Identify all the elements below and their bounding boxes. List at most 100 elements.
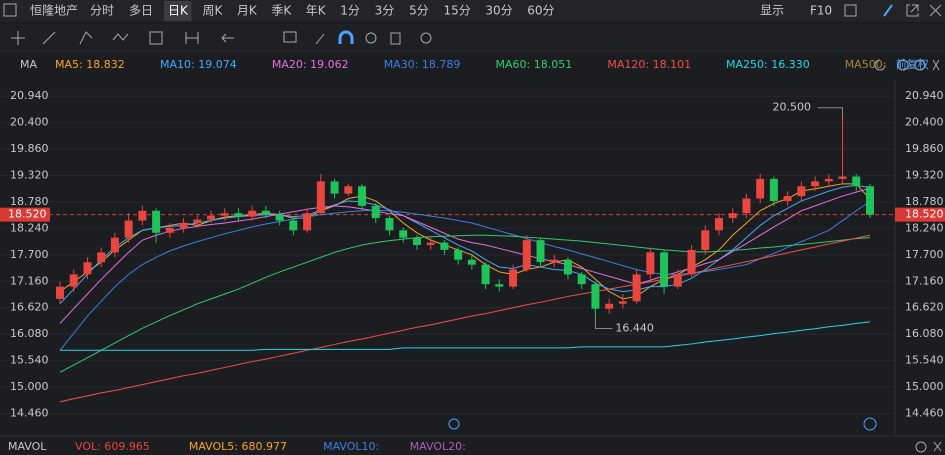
candle-body: [632, 274, 641, 302]
y-tick-label: 20.400: [905, 116, 944, 129]
tab[interactable]: 周K: [202, 4, 223, 18]
candle-body: [824, 178, 833, 182]
remove-icon[interactable]: [914, 59, 926, 71]
tab[interactable]: 60分: [527, 4, 554, 18]
candle-body: [714, 218, 723, 231]
candle-body: [165, 227, 174, 233]
annotation-leader: [594, 316, 613, 330]
candle-body: [550, 259, 559, 263]
tab[interactable]: 多日: [129, 4, 153, 18]
candle-body: [179, 222, 188, 228]
candle-body: [563, 259, 572, 275]
candle-body: [673, 274, 682, 287]
pen-icon[interactable]: [315, 33, 325, 45]
y-tick-label: 20.940: [10, 89, 49, 102]
toolbar-right[interactable]: 显示: [760, 4, 784, 18]
candle-body: [275, 214, 284, 221]
add-icon[interactable]: [915, 441, 927, 453]
candle-body: [97, 252, 106, 263]
candle-body: [701, 230, 710, 250]
menu-icon[interactable]: [3, 3, 17, 17]
close-icon[interactable]: [933, 441, 942, 452]
range-icon[interactable]: [185, 32, 199, 44]
y-tick-label: 19.320: [905, 168, 944, 181]
tool-icons: [11, 4, 942, 453]
close-icon[interactable]: [929, 4, 942, 17]
candle-body: [605, 303, 614, 309]
candle-body: [522, 240, 531, 270]
tab[interactable]: 月K: [237, 4, 258, 18]
tab[interactable]: 15分: [444, 4, 471, 18]
comment-icon[interactable]: [283, 31, 297, 43]
candle-body: [289, 220, 298, 231]
legend-entry: MA20: 19.062: [272, 58, 349, 71]
candle-body: [577, 274, 586, 285]
draw-icon[interactable]: [79, 31, 93, 45]
add-icon[interactable]: [897, 59, 909, 71]
volume-legend: MAVOL10:: [323, 440, 379, 453]
y-tick-label: 17.160: [10, 274, 49, 287]
candle-body: [509, 269, 518, 287]
candle-body: [207, 215, 216, 220]
line-icon[interactable]: [42, 31, 56, 45]
candle-body: [110, 237, 119, 253]
legend-entry: MA5: 18.832: [55, 58, 125, 71]
wave-icon[interactable]: [112, 33, 129, 41]
tab[interactable]: 5分: [409, 4, 429, 18]
y-tick-label: 18.780: [10, 195, 49, 208]
legend-extra: 前复权: [896, 57, 929, 71]
event-icon[interactable]: [448, 418, 460, 430]
toolbar-right[interactable]: F10: [810, 4, 832, 18]
eye-icon[interactable]: [365, 32, 377, 44]
candle-body: [344, 186, 353, 194]
annotation-label: 16.440: [615, 322, 654, 335]
ma-line: [59, 234, 871, 403]
candle-body: [303, 213, 312, 231]
candle-body: [797, 186, 806, 197]
candle-body: [412, 237, 421, 246]
event-icon[interactable]: [863, 417, 877, 431]
tab[interactable]: 年K: [306, 4, 327, 18]
candle-body: [728, 213, 737, 219]
tab[interactable]: 季K: [271, 4, 292, 18]
candle-body: [756, 178, 765, 199]
tab[interactable]: 3分: [375, 4, 395, 18]
move-icon[interactable]: [11, 31, 25, 45]
tab[interactable]: 日K: [168, 4, 189, 18]
tab[interactable]: 1分: [340, 4, 360, 18]
candle-body: [193, 219, 202, 223]
stock-name[interactable]: 恒隆地产: [30, 3, 78, 18]
candle-body: [138, 210, 147, 221]
popout-icon[interactable]: [906, 4, 919, 17]
pen-icon[interactable]: [883, 4, 893, 17]
arrow-icon[interactable]: [221, 33, 234, 43]
ma-line: [59, 201, 871, 351]
y-tick-label: 17.700: [10, 248, 49, 261]
price-tag: [0, 207, 50, 222]
magnet-icon[interactable]: [338, 30, 354, 44]
measure-icon[interactable]: [149, 31, 163, 45]
y-tick-label: 17.700: [905, 248, 944, 261]
tools-bg: [0, 24, 945, 50]
candle-body: [399, 230, 408, 238]
ma-line: [59, 183, 871, 300]
y-tick-label: 15.540: [10, 354, 49, 367]
y-tick-label: 18.240: [905, 221, 944, 234]
legend-entry: MA30: 18.789: [384, 58, 461, 71]
candle-body: [371, 205, 380, 219]
close-icon[interactable]: [932, 59, 940, 71]
candle-body: [316, 181, 325, 214]
reset-icon[interactable]: [874, 59, 886, 71]
tab[interactable]: 30分: [485, 4, 512, 18]
y-tick-label: 18.240: [10, 221, 49, 234]
candle-body: [152, 210, 161, 233]
trash-icon[interactable]: [390, 32, 401, 45]
checkbox-icon[interactable]: [844, 4, 857, 17]
price-tag-label: 18.520: [905, 208, 944, 221]
candle-body: [56, 286, 64, 299]
toggle-icon[interactable]: [420, 32, 432, 44]
y-tick-label: 19.320: [10, 168, 49, 181]
candle-body: [591, 284, 600, 309]
tab[interactable]: 分时: [90, 4, 114, 18]
